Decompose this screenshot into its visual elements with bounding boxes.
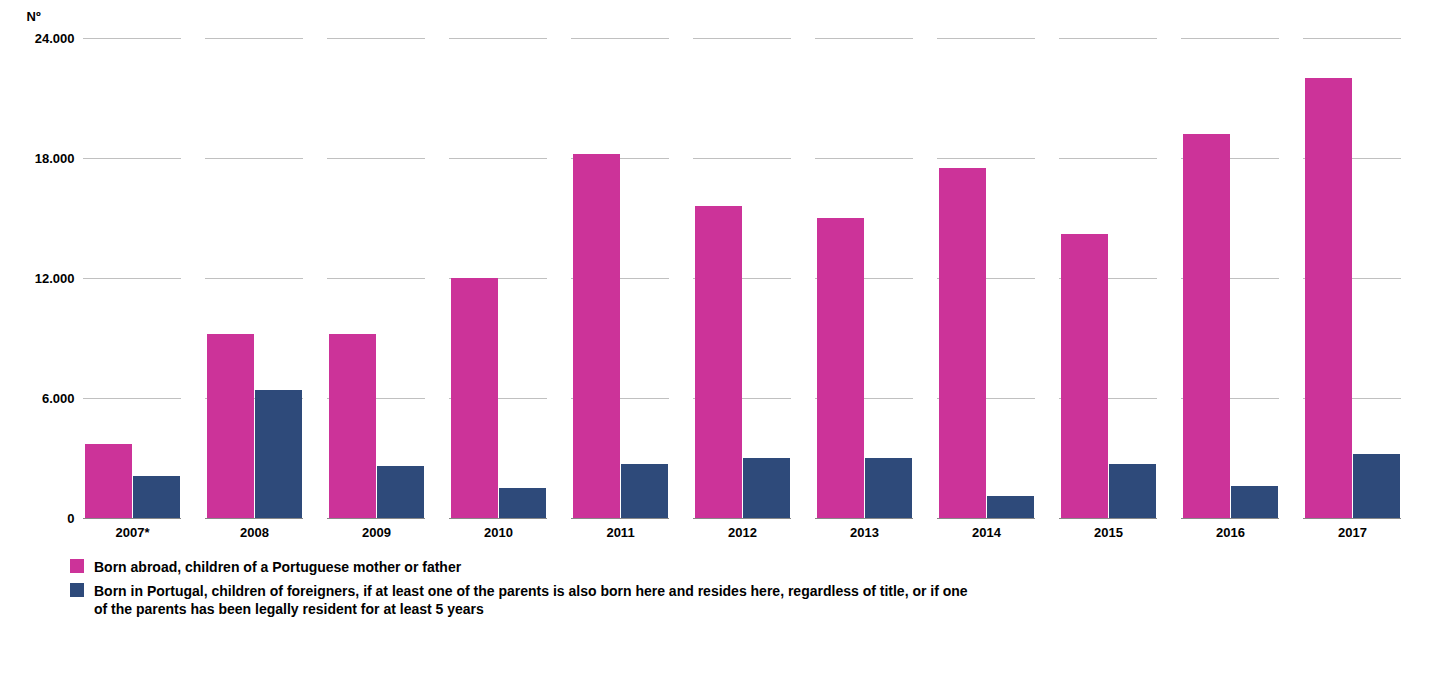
svg-text:2008: 2008 — [240, 525, 269, 540]
svg-text:6.000: 6.000 — [42, 391, 75, 406]
svg-text:2017: 2017 — [1338, 525, 1367, 540]
html-text:Born in Portugal, children of: Born in Portugal, children of foreigners… — [94, 583, 968, 599]
svg-text:Nº: Nº — [27, 9, 41, 24]
svg-text:2013: 2013 — [850, 525, 879, 540]
svg-text:2016: 2016 — [1216, 525, 1245, 540]
svg-text:2009: 2009 — [362, 525, 391, 540]
svg-text:2015: 2015 — [1094, 525, 1123, 540]
svg-text:0: 0 — [67, 511, 74, 526]
svg-text:2007*: 2007* — [116, 525, 151, 540]
svg-text:12.000: 12.000 — [35, 271, 75, 286]
svg-text:2012: 2012 — [728, 525, 757, 540]
html-text:Born abroad, children of a Por: Born abroad, children of a Portuguese mo… — [94, 559, 462, 575]
svg-text:18.000: 18.000 — [35, 151, 75, 166]
svg-text:2011: 2011 — [606, 525, 634, 540]
svg-text:24.000: 24.000 — [35, 31, 75, 46]
svg-text:2014: 2014 — [972, 525, 1002, 540]
svg-text:2010: 2010 — [484, 525, 513, 540]
html-text:of the parents has been legall: of the parents has been legally resident… — [94, 601, 484, 617]
